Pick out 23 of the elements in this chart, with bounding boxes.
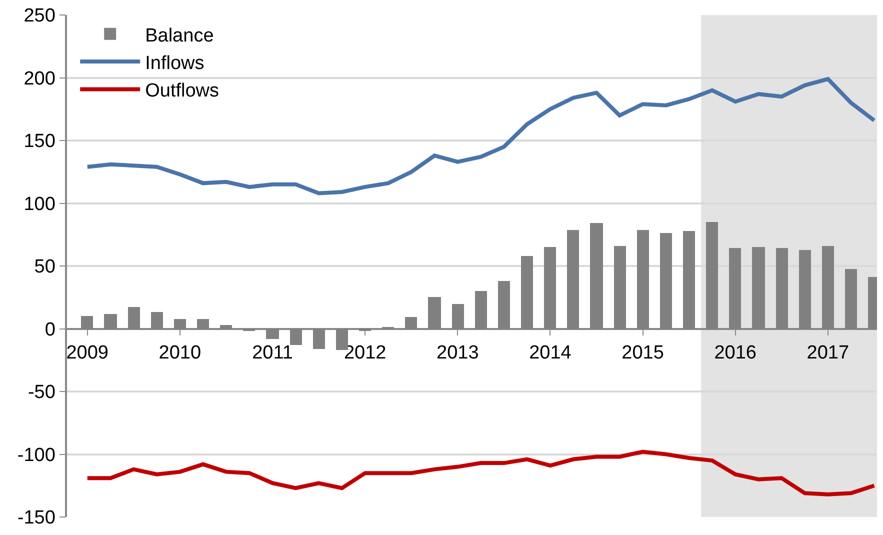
x-tick-label: 2015 [622,342,664,364]
x-tick-label: 2009 [66,342,109,364]
y-tick-label: -150 [17,508,56,529]
x-tick-label: 2012 [344,342,386,364]
x-tick-label: 2016 [714,342,757,364]
y-tick-label: 250 [24,6,56,27]
line-series [85,450,876,496]
y-tick-label: -100 [17,444,56,466]
y-tick-label: 0 [44,319,56,340]
legend-label: Inflows [145,52,204,74]
legend-label: Balance [145,25,214,46]
y-tick-label: -50 [28,382,56,404]
y-tick-label: 100 [24,194,56,215]
y-tick-label: 150 [24,131,56,152]
x-tick-label: 2017 [806,342,850,364]
line-series [85,77,876,196]
x-tick-label: 2010 [158,342,202,364]
y-tick-label: 200 [24,68,56,90]
x-tick-label: 2011 [252,342,293,364]
x-tick-label: 2014 [529,342,572,364]
y-tick-label: 50 [34,256,56,278]
x-tick-label: 2013 [436,342,479,364]
legend-label: Outflows [145,80,220,102]
